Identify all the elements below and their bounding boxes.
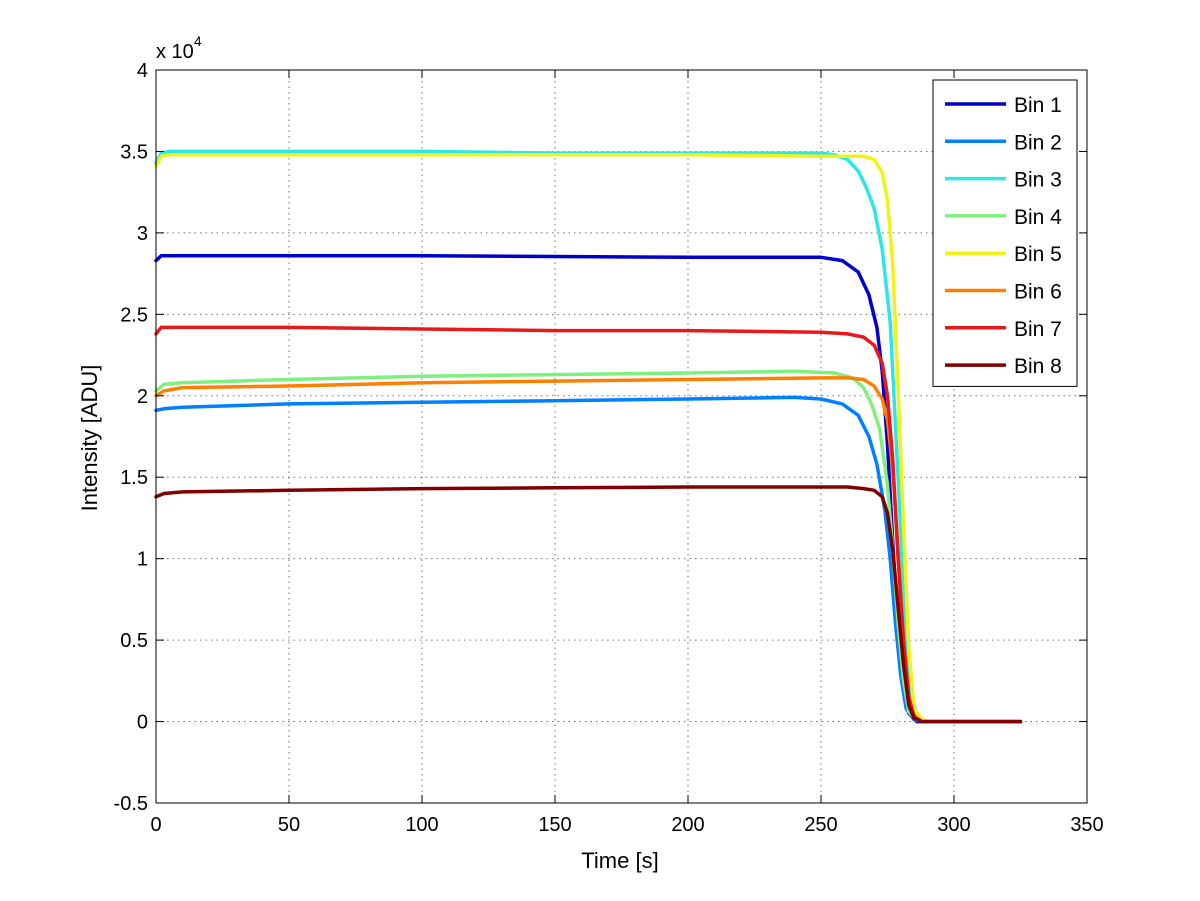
legend: Bin 1 Bin 2 Bin 3 Bin 4 Bin 5 Bin 6 Bin 7 Bin 8 <box>932 79 1078 387</box>
legend-label-bin-3: Bin 3 <box>1014 169 1062 192</box>
legend-label-bin-5: Bin 5 <box>1014 243 1062 266</box>
y-tick-label: 1 <box>137 549 148 571</box>
legend-label-bin-8: Bin 8 <box>1014 355 1062 378</box>
legend-label-bin-2: Bin 2 <box>1014 131 1062 154</box>
legend-box <box>932 79 1078 387</box>
plot-background <box>156 70 1087 803</box>
y-tick-label: 3 <box>137 223 148 245</box>
x-tick-label: 300 <box>937 814 970 836</box>
y-axis-label: Intensity [ADU] <box>77 365 102 512</box>
x-tick-label: 150 <box>538 814 571 836</box>
x-tick-label: 100 <box>405 814 438 836</box>
x-tick-label: 200 <box>671 814 704 836</box>
plot-frame <box>155 69 1088 804</box>
legend-label-bin-1: Bin 1 <box>1014 94 1062 117</box>
y-tick-label: 0.5 <box>120 630 148 652</box>
y-tick-label: 3.5 <box>120 141 148 163</box>
grid-lines <box>156 70 1087 803</box>
y-multiplier-exponent: 4 <box>194 33 202 49</box>
x-tick-label: 250 <box>804 814 837 836</box>
y-tick-label: -0.5 <box>114 793 148 815</box>
axis-ticks <box>155 69 1088 804</box>
y-tick-label: 4 <box>137 60 148 82</box>
legend-label-bin-4: Bin 4 <box>1014 206 1062 229</box>
x-tick-label: 50 <box>278 814 300 836</box>
series-line-bin-8 <box>154 485 1023 724</box>
y-multiplier-label: x 104 <box>156 33 202 63</box>
x-tick-label: 350 <box>1070 814 1103 836</box>
y-tick-label: 2.5 <box>120 304 148 326</box>
y-tick-label: 2 <box>137 386 148 408</box>
y-tick-label: 1.5 <box>120 467 148 489</box>
tick-labels: 0 50 100 150 200 250 300 350-0.500.511.522.533.… <box>114 60 1104 836</box>
legend-label-bin-7: Bin 7 <box>1014 318 1062 341</box>
y-tick-label: 0 <box>137 712 148 734</box>
legend-label-bin-6: Bin 6 <box>1014 281 1062 304</box>
series-line-bin-5 <box>154 152 1023 724</box>
x-tick-label: 0 <box>150 814 161 836</box>
series-layer <box>154 149 1023 724</box>
x-axis-label: Time [s] <box>581 848 658 873</box>
